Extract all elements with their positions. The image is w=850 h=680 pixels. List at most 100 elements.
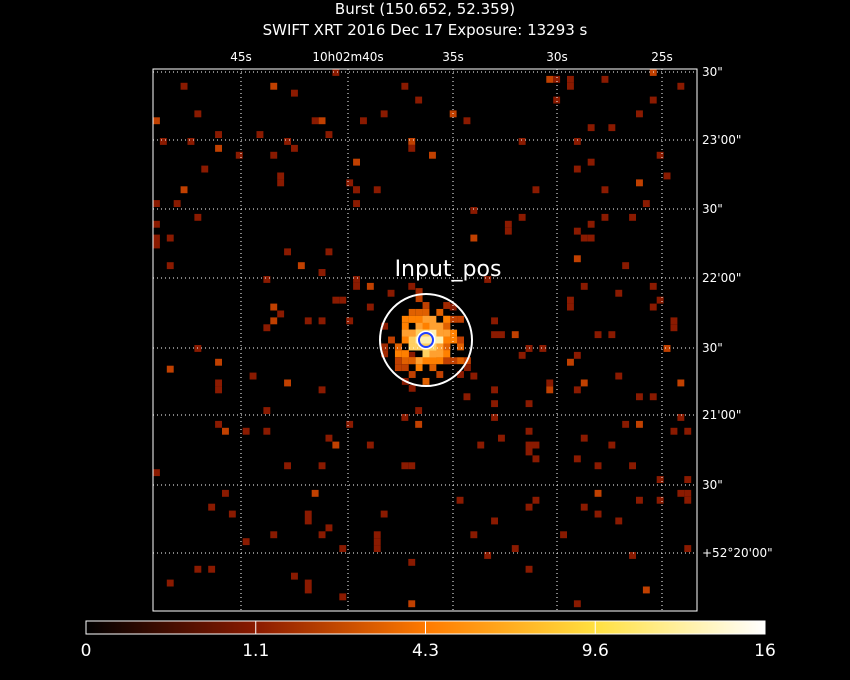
pixel: [429, 357, 437, 365]
pixel: [208, 565, 216, 573]
pixel: [443, 322, 451, 330]
pixel: [180, 186, 188, 194]
pixel: [443, 302, 451, 309]
pixel: [518, 213, 526, 221]
pixel: [663, 345, 671, 352]
dec-label: 30": [702, 478, 723, 492]
pixel: [242, 538, 250, 546]
pixel: [401, 315, 409, 323]
pixel: [491, 400, 498, 408]
pixel: [332, 69, 340, 76]
pixel: [263, 407, 271, 414]
pixel: [615, 517, 623, 525]
pixel: [318, 317, 326, 325]
pixel: [415, 322, 423, 330]
pixel: [525, 427, 533, 435]
pixel: [318, 462, 326, 470]
pixel: [539, 345, 547, 352]
pixel: [649, 96, 657, 104]
pixel: [166, 579, 174, 587]
pixel: [429, 343, 437, 351]
colorbar-label: 0: [81, 641, 92, 661]
pixel: [263, 276, 271, 283]
pixel: [594, 489, 602, 497]
pixel: [159, 138, 167, 145]
pixel: [580, 282, 588, 290]
pixel: [422, 350, 430, 358]
pixel: [622, 420, 630, 428]
pixel: [408, 282, 416, 290]
pixel: [401, 357, 409, 365]
pixel: [215, 420, 222, 428]
colorbar-ticks: 0 1.1 4.3 9.6 16: [81, 621, 776, 661]
pixel: [228, 510, 236, 518]
pixel: [663, 172, 671, 180]
pixel: [153, 241, 160, 249]
pixel: [491, 414, 498, 421]
pixel: [408, 600, 416, 608]
image-frame: [152, 68, 698, 612]
pixel: [222, 489, 229, 497]
pixel: [291, 144, 298, 152]
pixel: [615, 289, 623, 297]
pixel: [394, 350, 402, 358]
pixel: [277, 172, 285, 180]
pixel: [636, 496, 643, 504]
pixel: [194, 110, 202, 118]
subtitle: SWIFT XRT 2016 Dec 17 Exposure: 13293 s: [263, 21, 588, 39]
pixel: [415, 288, 423, 296]
pixel: [408, 357, 416, 365]
pixel: [373, 538, 381, 546]
pixel: [194, 565, 202, 573]
pixel: [567, 75, 574, 83]
pixel: [208, 503, 216, 511]
pixel: [546, 386, 554, 394]
pixel: [525, 448, 533, 456]
pixel: [325, 434, 333, 442]
dec-label: 30": [702, 341, 723, 355]
pixel: [594, 331, 602, 339]
pixel: [194, 213, 202, 221]
pixel: [304, 510, 312, 518]
pixel: [401, 462, 409, 470]
pixel: [629, 552, 636, 559]
pixel: [457, 357, 464, 365]
pixel: [642, 586, 650, 594]
pixel: [408, 558, 416, 566]
pixel: [463, 393, 471, 401]
pixel: [166, 234, 174, 242]
pixel: [642, 200, 650, 207]
pixel: [636, 393, 643, 401]
pixel: [408, 351, 416, 359]
pixel: [677, 414, 685, 421]
pixel: [615, 372, 623, 380]
pixel: [470, 207, 478, 214]
pixel: [388, 336, 395, 344]
pixel: [573, 138, 581, 145]
pixel: [297, 262, 305, 270]
pixel: [684, 496, 692, 504]
pixel: [235, 151, 243, 159]
pixel: [450, 315, 458, 323]
pixel: [415, 420, 423, 428]
pixel: [153, 200, 160, 207]
pixel: [532, 441, 540, 449]
pixel: [401, 364, 409, 372]
pixel: [670, 324, 678, 332]
pixel: [353, 158, 360, 166]
pixel: [366, 441, 374, 449]
pixel: [249, 372, 257, 380]
pixel: [457, 371, 464, 378]
pixel: [573, 600, 581, 608]
pixel: [284, 248, 291, 256]
pixel: [436, 329, 444, 337]
pixel: [304, 579, 312, 587]
pixel: [567, 303, 574, 311]
pixel: [636, 420, 643, 428]
pixel: [587, 234, 595, 242]
pixel: [457, 343, 464, 351]
pixel: [415, 343, 423, 351]
pixel: [291, 89, 298, 97]
pixel: [277, 310, 285, 318]
pixel: [670, 317, 678, 325]
